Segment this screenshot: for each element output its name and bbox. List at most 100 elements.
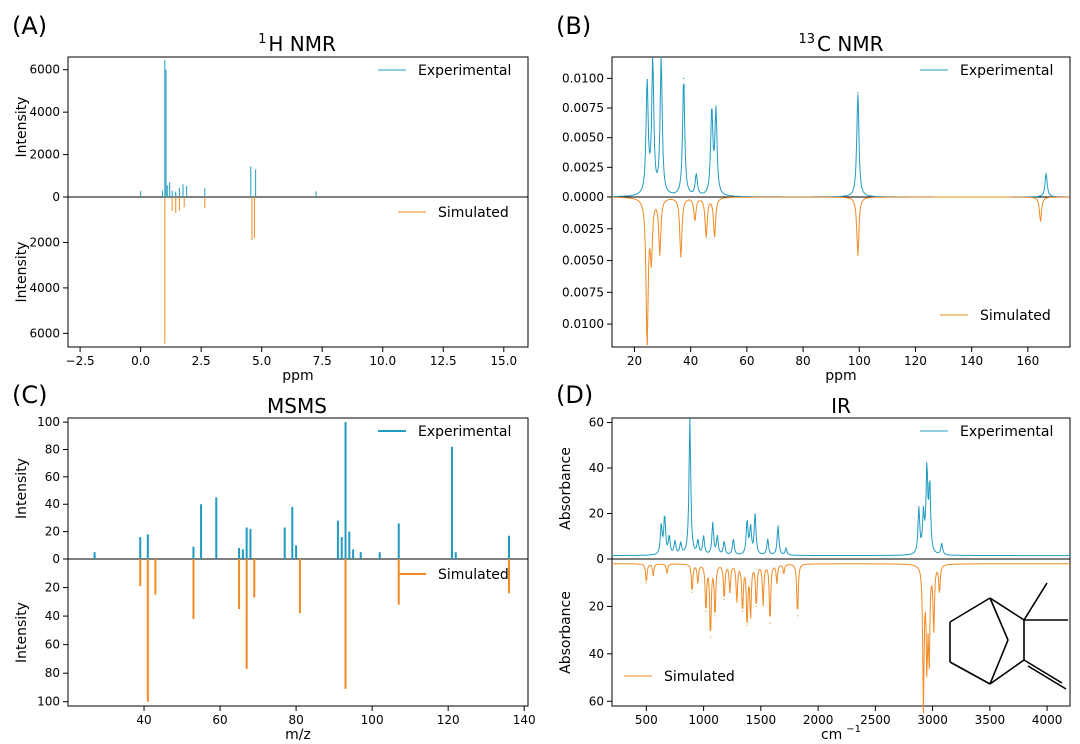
molecule-bond (989, 597, 1009, 641)
panel-13c-nmr: (B) 13 C NMR 20 40 60 80 100 120 140 160 0.0000 0.… (556, 12, 1071, 384)
panel-ir: (D) IR 500 1000 1500 2000 2500 3000 3500 4000 0 2… (556, 381, 1071, 743)
x-tick-label: 20 (627, 354, 642, 368)
y-tick-label: 100 (37, 415, 60, 429)
molecule-bond (1027, 665, 1067, 690)
y-tick-label: 20 (45, 525, 60, 539)
experimental-line-point (929, 486, 931, 488)
y-tick-label: 0.0025 (562, 160, 604, 174)
x-tick-label: 2500 (860, 713, 891, 727)
simulated-line-point (796, 615, 799, 617)
simulated-line-point (933, 629, 935, 631)
y-tick-label: 0 (52, 190, 60, 204)
panel-label-b: (B) (556, 12, 591, 40)
x-tick-label: 60 (212, 713, 227, 727)
molecule-bond (989, 597, 1025, 621)
y-axis-label-top: Intensity (14, 97, 30, 158)
simulated-line-point (705, 610, 707, 612)
title-superscript: 1 (258, 32, 266, 47)
simulated-line (612, 196, 1070, 346)
x-tick-label: 140 (513, 713, 536, 727)
y-tick-label: 40 (45, 609, 60, 623)
experimental-line-point (732, 539, 734, 541)
x-axis-label: ppm (282, 368, 313, 384)
chart-title: 13 C NMR (799, 32, 884, 56)
simulated-line-point (729, 591, 731, 593)
molecule-structure-icon (949, 582, 1068, 690)
y-tick-label: 0 (52, 552, 60, 566)
y-axis-label-bottom: Intensity (14, 602, 30, 663)
simulated-line-point (652, 574, 654, 577)
legend-simulated: Simulated (940, 308, 1051, 324)
experimental-line-point (857, 91, 859, 94)
title-main: H NMR (268, 32, 336, 56)
y-tick-label: 100 (37, 695, 60, 709)
experimental-line-point (664, 516, 666, 518)
experimental-line-point (660, 525, 662, 527)
experimental-line-point (723, 541, 725, 543)
x-tick-label: 140 (960, 354, 983, 368)
simulated-line-point (691, 591, 693, 593)
x-tick-label: 15.0 (490, 354, 517, 368)
y-tick-label: 0.0075 (562, 101, 604, 115)
simulated-line-point (645, 582, 647, 584)
y-tick-label: 6000 (29, 63, 60, 77)
y-tick-label: 40 (45, 497, 60, 511)
molecule-bond (989, 639, 1009, 685)
simulated-line-point (776, 582, 778, 584)
experimental-line-point (918, 509, 920, 511)
simulated-line-point (736, 601, 738, 603)
y-tick-label: 0.0100 (562, 71, 604, 85)
x-tick-label: 5.0 (252, 354, 271, 368)
x-axis-label: cm −1 (821, 724, 861, 743)
legend-simulated: Simulated (624, 669, 735, 685)
x-tick-label: 12.5 (430, 354, 457, 368)
x-tick-label: 40 (136, 713, 151, 727)
y-tick-label: 0.0050 (562, 131, 604, 145)
x-tick-label: −2.5 (66, 354, 95, 368)
experimental-line-point (695, 175, 697, 177)
legend-simulated-label: Simulated (438, 205, 509, 221)
molecule-bond (949, 661, 991, 685)
experimental-line-point (683, 77, 685, 79)
x-axis-label: m/z (285, 727, 311, 743)
y-axis-label-top: Intensity (14, 458, 30, 519)
y-tick-label: 60 (45, 470, 60, 484)
experimental-line-point (674, 541, 676, 543)
x-tick-label: 80 (288, 713, 303, 727)
y-tick-label: 40 (589, 647, 604, 661)
simulated-line-point (666, 572, 668, 574)
x-tick-label: 0.0 (131, 354, 150, 368)
experimental-line-point (926, 470, 928, 473)
y-tick-label: 2000 (29, 235, 60, 249)
legend-experimental: Experimental (378, 63, 511, 79)
experimental-line-point (646, 83, 648, 85)
y-tick-label: 60 (45, 638, 60, 652)
y-tick-label: 6000 (29, 326, 60, 340)
x-tick-label: 120 (437, 713, 460, 727)
legend-simulated: Simulated (398, 205, 509, 221)
experimental-line-point (668, 536, 670, 538)
simulated-line-point (1039, 220, 1042, 222)
experimental-line-point (749, 527, 752, 529)
molecule-bond (989, 659, 1025, 685)
experimental-line-point (689, 418, 691, 420)
panel-label-c: (C) (12, 381, 47, 409)
molecule-bond (949, 597, 991, 623)
molecule-bond (1023, 582, 1048, 621)
legend-experimental-label: Experimental (960, 424, 1053, 440)
simulated-line-point (714, 615, 716, 617)
legend-experimental: Experimental (920, 424, 1053, 440)
experimental-line-point (680, 543, 682, 545)
experimental-line (612, 418, 1070, 557)
simulated-line-point (650, 253, 652, 255)
plot-frame (611, 417, 1071, 707)
x-tick-label: 500 (635, 713, 658, 727)
y-axis-label-bottom: Intensity (14, 242, 30, 303)
x-tick-label: 120 (904, 354, 927, 368)
legend-experimental: Experimental (920, 63, 1053, 79)
experimental-line-point (711, 110, 713, 113)
simulated-line-point (697, 582, 699, 584)
y-tick-label: 4000 (29, 105, 60, 119)
